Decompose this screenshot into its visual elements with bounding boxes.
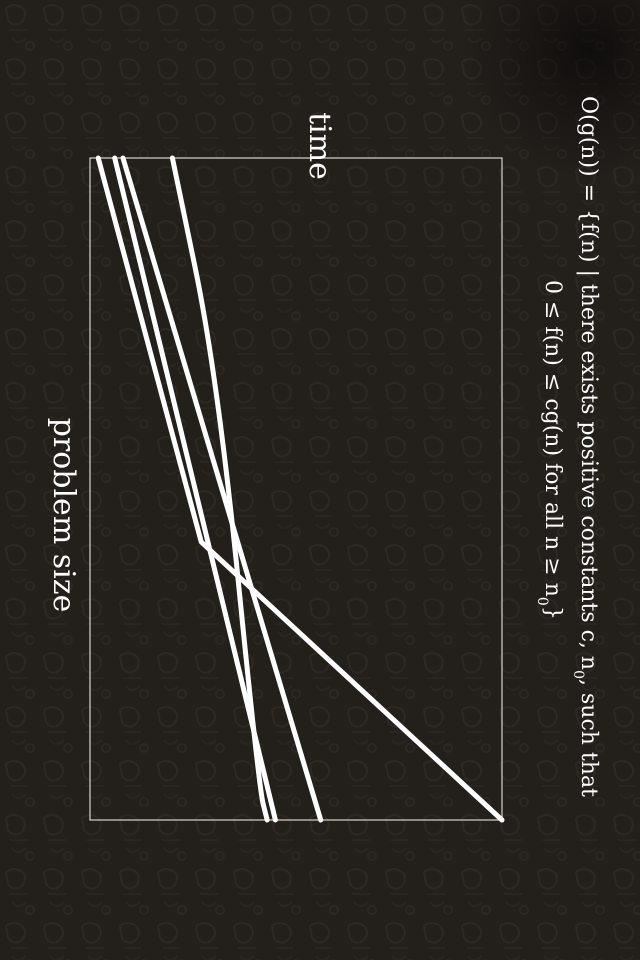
x-axis-label: problem size: [46, 418, 81, 613]
series-line-1: [95, 155, 505, 823]
series-group: [95, 155, 505, 823]
series-line-4: [112, 155, 278, 823]
formula-line-1: O(g(n)) = {f(n) | there exists positive …: [570, 96, 601, 797]
formula-line-2: 0 ≤ f(n) ≤ cg(n) for all n ≥ n0}: [534, 280, 565, 620]
y-axis-label: time: [302, 112, 337, 180]
formula: O(g(n)) = {f(n) | there exists positive …: [534, 96, 601, 797]
plot-frame: [89, 157, 503, 821]
series-line-3: [120, 155, 324, 823]
